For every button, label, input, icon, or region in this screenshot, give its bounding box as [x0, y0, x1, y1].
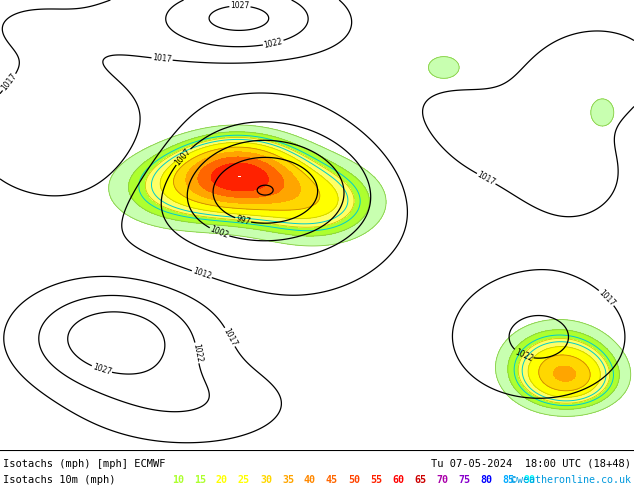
Text: 1022: 1022 — [263, 37, 283, 49]
Text: 75: 75 — [458, 475, 470, 485]
Text: 50: 50 — [348, 475, 360, 485]
Text: 60: 60 — [392, 475, 404, 485]
Text: 65: 65 — [414, 475, 426, 485]
Text: 1012: 1012 — [191, 267, 212, 282]
Text: 40: 40 — [304, 475, 316, 485]
Text: 1017: 1017 — [476, 170, 497, 187]
Text: 1017: 1017 — [0, 72, 19, 93]
Text: 90: 90 — [524, 475, 536, 485]
Text: 20: 20 — [216, 475, 228, 485]
Text: Isotachs 10m (mph): Isotachs 10m (mph) — [3, 475, 115, 485]
Text: 1027: 1027 — [230, 1, 250, 11]
Text: 70: 70 — [436, 475, 448, 485]
Text: 1002: 1002 — [209, 224, 230, 240]
Text: 1027: 1027 — [91, 362, 112, 377]
Text: 1017: 1017 — [597, 288, 617, 308]
Text: 1007: 1007 — [173, 147, 193, 167]
Text: 15: 15 — [194, 475, 206, 485]
Text: 25: 25 — [238, 475, 250, 485]
Text: 1017: 1017 — [152, 53, 172, 65]
Text: 1022: 1022 — [513, 347, 534, 363]
Text: 10: 10 — [172, 475, 184, 485]
Text: 80: 80 — [480, 475, 492, 485]
Text: Tu 07-05-2024  18:00 UTC (18+48): Tu 07-05-2024 18:00 UTC (18+48) — [431, 459, 631, 469]
Text: 1022: 1022 — [191, 343, 204, 363]
Text: 1017: 1017 — [221, 326, 238, 348]
Text: 55: 55 — [370, 475, 382, 485]
Text: Isotachs (mph) [mph] ECMWF: Isotachs (mph) [mph] ECMWF — [3, 459, 165, 469]
Text: 35: 35 — [282, 475, 294, 485]
Text: 997: 997 — [235, 214, 251, 227]
Text: 45: 45 — [326, 475, 338, 485]
Text: 30: 30 — [260, 475, 272, 485]
Text: ©weatheronline.co.uk: ©weatheronline.co.uk — [511, 475, 631, 485]
Text: 85: 85 — [502, 475, 514, 485]
